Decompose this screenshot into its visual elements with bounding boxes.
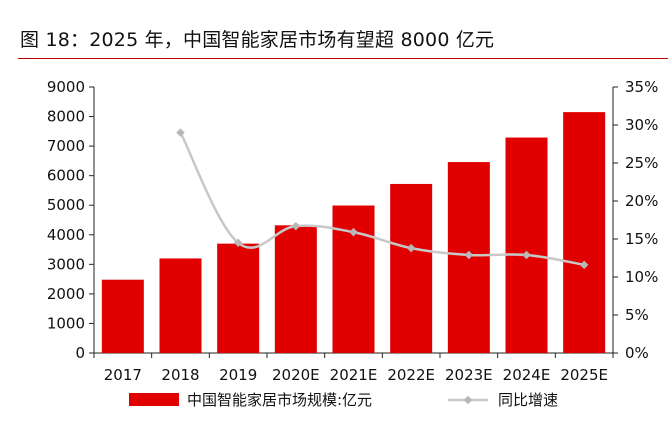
y-right-tick-label: 25% [625, 154, 658, 172]
legend-swatch-bar [129, 393, 179, 406]
y-right-tick-label: 20% [625, 192, 658, 210]
y-left-tick-label: 6000 [47, 167, 85, 185]
x-tick-label: 2024E [503, 366, 551, 384]
bar [274, 225, 317, 353]
bar [332, 205, 375, 353]
line-series [176, 128, 589, 270]
y-right-tick-label: 15% [625, 230, 658, 248]
y-right-tick-label: 0% [625, 344, 649, 362]
bar [159, 258, 202, 353]
y-left-tick-label: 7000 [47, 137, 85, 155]
x-tick-label: 2018 [161, 366, 199, 384]
title-divider [18, 58, 668, 59]
y-left-tick-label: 4000 [47, 226, 85, 244]
growth-point [291, 221, 301, 231]
bar [563, 112, 606, 353]
y-left-tick-label: 5000 [47, 196, 85, 214]
growth-point [406, 243, 416, 253]
growth-point [464, 250, 474, 260]
y-left-tick-label: 1000 [47, 314, 85, 332]
legend: 中国智能家居市场规模:亿元 同比增速 [129, 391, 558, 409]
bar [505, 137, 548, 353]
growth-point [176, 128, 185, 137]
x-tick-label: 2025E [560, 366, 608, 384]
y-left-tick-label: 9000 [47, 78, 85, 96]
y-right-tick-label: 5% [625, 306, 649, 324]
bar [390, 183, 433, 353]
x-tick-label: 2019 [219, 366, 257, 384]
x-tick-label: 2021E [330, 366, 378, 384]
x-tick-label: 2020E [272, 366, 320, 384]
x-tick-label: 2017 [104, 366, 142, 384]
x-tick-label: 2023E [445, 366, 493, 384]
growth-point [349, 227, 358, 237]
y-left-tick-label: 2000 [47, 285, 85, 303]
legend-label-bar: 中国智能家居市场规模:亿元 [187, 391, 372, 409]
bar-series [101, 112, 606, 353]
growth-point [579, 260, 589, 270]
bar [217, 243, 260, 353]
y-left-tick-label: 3000 [47, 255, 85, 273]
y-right-tick-label: 35% [625, 78, 658, 96]
legend-swatch-marker [463, 395, 473, 405]
x-tick-label: 2022E [387, 366, 435, 384]
y-right-tick-label: 30% [625, 116, 658, 134]
tick-labels: 0 1000 2000 3000 4000 5000 6000 7000 8000 9000 0% 5… [47, 78, 659, 384]
y-left-tick-label: 8000 [47, 108, 85, 126]
growth-point [233, 238, 243, 248]
y-right-tick-label: 10% [625, 268, 658, 286]
bar [101, 279, 144, 353]
legend-label-line: 同比增速 [498, 391, 558, 409]
figure-title: 图 18：2025 年，中国智能家居市场有望超 8000 亿元 [20, 29, 495, 51]
y-left-tick-label: 0 [75, 344, 85, 362]
